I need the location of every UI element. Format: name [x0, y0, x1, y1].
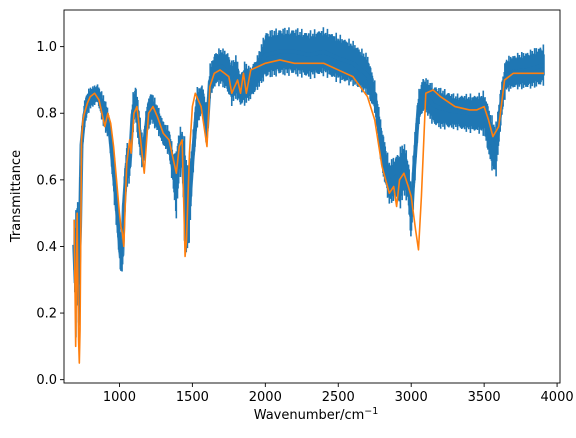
x-tick-label: 3000 [395, 390, 428, 405]
x-tick-label: 4000 [541, 390, 574, 405]
y-tick-label: 0.4 [36, 240, 57, 255]
y-tick-label: 0.6 [36, 173, 57, 188]
series-0-noisy-core [72, 49, 545, 284]
y-tick-label: 0.8 [36, 107, 57, 122]
series-layer [72, 27, 545, 364]
x-tick-label: 2500 [322, 390, 355, 405]
axes-frame [63, 9, 561, 384]
series-1-smoothed-line [73, 59, 544, 364]
axes-border [63, 9, 561, 384]
y-axis-ticks: 0.0 0.2 0.4 0.6 0.8 1.0 [36, 40, 64, 388]
x-axis-ticks: 1000 1500 2000 2500 3000 3500 4000 [103, 383, 574, 405]
x-axis-label-text: Wavenumber/cm [254, 408, 365, 423]
x-axis-label-exponent: −1 [364, 406, 378, 417]
y-tick-label: 1.0 [36, 40, 57, 55]
x-tick-label: 3500 [468, 390, 501, 405]
x-tick-label: 2000 [249, 390, 282, 405]
x-tick-label: 1500 [176, 390, 209, 405]
x-tick-label: 1000 [103, 390, 136, 405]
y-tick-label: 0.2 [36, 307, 57, 322]
x-axis-label: Wavenumber/cm−1 [254, 406, 379, 423]
y-axis-label: Transmittance [9, 150, 24, 243]
y-tick-label: 0.0 [36, 373, 57, 388]
